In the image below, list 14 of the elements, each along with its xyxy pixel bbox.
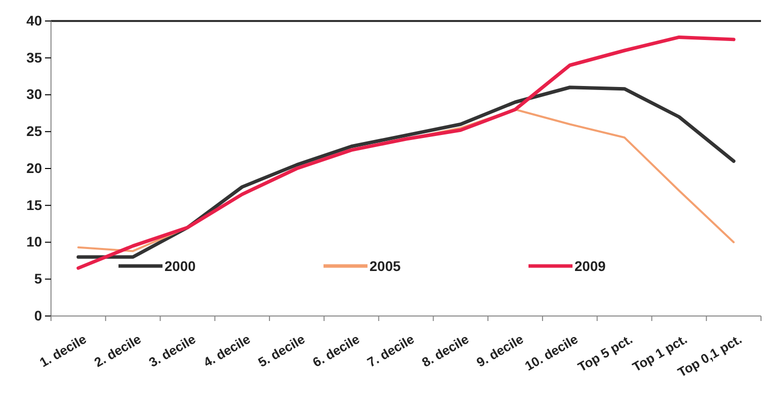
y-tick-label: 15 xyxy=(26,196,42,213)
y-tick-label: 20 xyxy=(26,160,42,176)
y-tick-label: 0 xyxy=(34,307,42,324)
line-series xyxy=(76,86,736,259)
legend-label: 2005 xyxy=(370,258,401,274)
legend-label: 2000 xyxy=(164,258,196,274)
line-series xyxy=(76,35,736,270)
y-tick-label: 30 xyxy=(26,86,42,102)
y-tick-label: 35 xyxy=(26,49,42,66)
y-tick-label: 10 xyxy=(26,234,42,250)
y-tick-label: 5 xyxy=(34,270,42,287)
y-tick-label: 25 xyxy=(26,123,42,140)
legend-label: 2009 xyxy=(574,258,606,274)
y-tick-label: 40 xyxy=(26,12,42,28)
